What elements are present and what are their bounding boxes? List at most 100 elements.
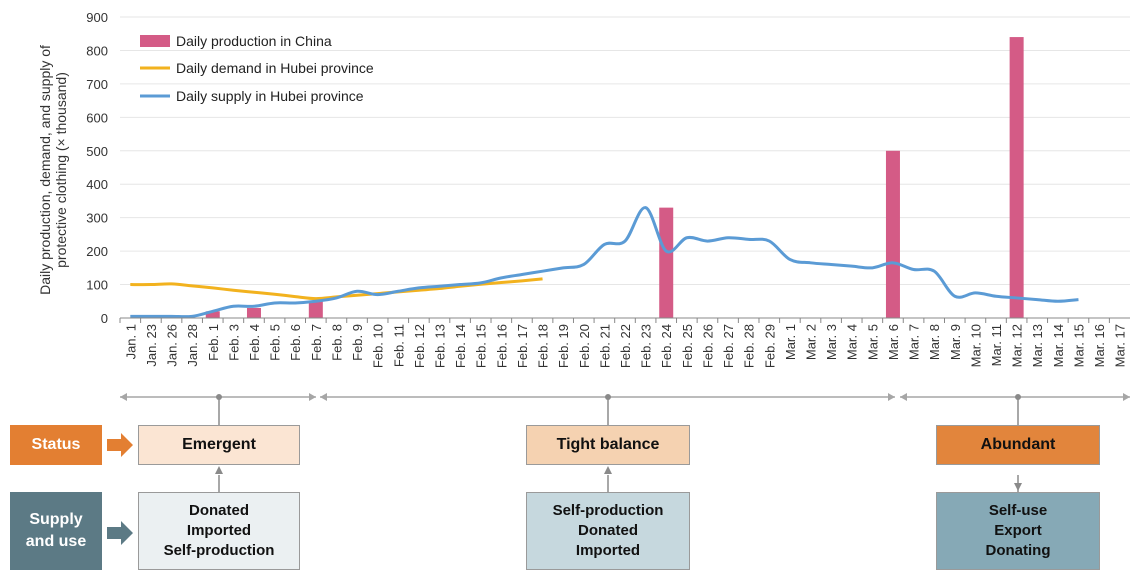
x-tick-label: Mar. 11 [989,324,1004,366]
bar-production [246,307,261,318]
supply-box-1-line-1: Donated [189,502,249,519]
range-arrowhead [888,393,895,401]
x-tick-label: Feb. 13 [432,324,447,368]
x-tick-label: Feb. 10 [371,324,386,368]
bar-production [205,311,220,318]
supply-box-emergent: Donated Imported Self-production [138,492,300,570]
x-tick-label: Mar. 2 [804,324,819,360]
x-tick-label: Feb. 24 [659,324,674,368]
x-tick-label: Feb. 22 [618,324,633,368]
connector-arrowhead [1014,483,1022,491]
supply-box-3-line-3: Donating [985,542,1051,559]
x-tick-label: Jan. 1 [123,324,138,359]
production-bars [205,37,1024,319]
legend: Daily production in China Daily demand in… [140,33,374,104]
x-tick-label: Feb. 11 [391,324,406,367]
legend-swatch-production [140,35,170,47]
status-tight-balance-box: Tight balance [526,425,690,465]
x-tick-label: Feb. 17 [515,324,530,368]
x-tick-label: Feb. 21 [597,324,612,368]
range-arrowhead [309,393,316,401]
x-tick-label: Jan. 23 [144,324,159,367]
x-tick-label: Feb. 4 [247,324,262,361]
y-axis-label: Daily production, demand, and supply of [37,45,53,295]
supply-label-line-2: and use [25,533,87,550]
bar-production [659,207,674,318]
x-tick-label: Feb. 3 [226,324,241,361]
y-tick-label: 700 [86,77,108,92]
x-tick-label: Mar. 10 [968,324,983,367]
x-tick-label: Feb. 5 [268,324,283,361]
x-tick-label: Feb. 23 [639,324,654,368]
x-tick-label: Feb. 14 [453,324,468,368]
period-ranges [120,393,1130,492]
x-tick-label: Feb. 18 [536,324,551,368]
status-label-text: Status [31,436,81,453]
y-axis-label-line-2: protective clothing (× thousand) [53,72,69,268]
series-lines [130,206,1079,319]
supply-label-line-1: Supply [29,511,83,528]
x-tick-label: Feb. 19 [556,324,571,368]
x-tick-label: Feb. 29 [762,324,777,368]
supply-box-2-line-2: Donated [578,522,638,539]
supply-box-abundant: Self-use Export Donating [936,492,1100,570]
x-tick-label: Mar. 5 [865,324,880,360]
bar-production [308,301,323,318]
x-tick-label: Feb. 16 [494,324,509,368]
status-emergent-box: Emergent [138,425,300,465]
x-tick-label: Mar. 15 [1071,324,1086,367]
supply-box-1-line-2: Imported [186,522,252,539]
supply-box-tight-balance: Self-production Donated Imported [526,492,690,570]
legend-label: Daily demand in Hubei province [176,60,374,76]
status-arrow-icon [107,433,133,457]
x-tick-label: Feb. 15 [474,324,489,368]
x-tick-label: Feb. 27 [721,324,736,368]
bar-production [885,150,900,318]
status-row-label: Status [10,425,102,465]
x-tick-label: Mar. 16 [1092,324,1107,367]
x-tick-label: Jan. 26 [165,324,180,367]
supply-box-2-line-1: Self-production [552,502,664,519]
supply-arrow-icon [107,521,133,545]
x-tick-label: Feb. 12 [412,324,427,368]
supply-row-label: Supply and use [10,492,102,570]
legend-label: Daily production in China [176,33,332,49]
x-tick-label: Feb. 6 [288,324,303,361]
status-emergent-text: Emergent [182,436,256,453]
range-arrowhead [120,393,127,401]
y-tick-label: 800 [86,43,108,58]
x-tick-label: Mar. 6 [886,324,901,360]
status-tight-balance-text: Tight balance [556,436,660,453]
y-tick-label: 400 [86,177,108,192]
range-arrowhead [900,393,907,401]
supply-box-2-line-3: Imported [575,542,641,559]
y-tick-label: 0 [101,311,108,326]
status-abundant-box: Abundant [936,425,1100,465]
x-tick-label: Feb. 26 [700,324,715,368]
x-tick-label: Feb. 7 [309,324,324,361]
y-tick-label: 200 [86,244,108,259]
x-tick-label: Mar. 8 [927,324,942,360]
y-tick-label: 600 [86,110,108,125]
supply-box-1-line-3: Self-production [163,542,275,559]
range-arrowhead [320,393,327,401]
x-tick-label: Feb. 1 [206,324,221,361]
x-tick-label: Feb. 28 [742,324,757,368]
connector-arrowhead [215,466,223,474]
x-tick-label: Feb. 25 [680,324,695,368]
supply-box-3-line-1: Self-use [988,502,1048,519]
x-tick-label: Mar. 7 [907,324,922,360]
x-tick-label: Mar. 14 [1051,324,1066,367]
x-tick-label: Feb. 8 [329,324,344,361]
legend-label: Daily supply in Hubei province [176,88,364,104]
range-arrowhead [1123,393,1130,401]
x-axis: Jan. 1 Jan. 23 Jan. 26 Jan. 28 Feb. 1 Feb. 3 F… [119,317,1130,368]
x-tick-label: Feb. 20 [577,324,592,368]
line-supply [130,206,1079,319]
x-tick-label: Feb. 9 [350,324,365,361]
y-tick-label: 100 [86,278,108,293]
y-axis: 0 100 200 300 400 500 600 700 800 900 [86,10,108,326]
connector-arrowhead [604,466,612,474]
x-tick-label: Mar. 3 [824,324,839,360]
